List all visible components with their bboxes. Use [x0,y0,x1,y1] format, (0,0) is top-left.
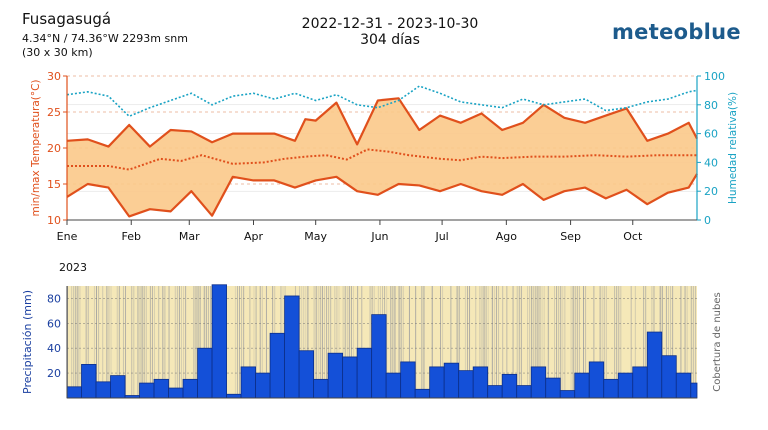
precipitation-bar [443,362,460,399]
precipitation-tick-label: 80 [47,292,61,305]
temperature-tick-label: 15 [47,178,61,191]
humidity-tick-label: 100 [704,70,725,83]
precipitation-bar [385,372,402,399]
day-count: 304 días [360,32,420,48]
humidity-tick-label: 20 [704,185,718,198]
meteoblue-logo: meteoblue [612,20,741,44]
temperature-tick-label: 30 [47,70,61,83]
precipitation-bar [95,381,111,399]
precipitation-bar [487,385,503,399]
precipitation-bar [226,393,242,399]
precipitation-bar [617,372,634,399]
precipitation-bar [81,363,97,399]
humidity-tick-label: 60 [704,128,718,141]
temperature-range-band [67,98,697,217]
humidity-tick-label: 0 [704,214,711,227]
humidity-axis-title: Humedad relativa(%) [727,92,739,204]
month-label: Feb [122,230,141,243]
temperature-axis-title: min/max Temperatura(°C) [30,79,42,216]
precipitation-bar [153,378,169,399]
year-label: 2023 [59,261,87,274]
precipitation-bar [646,331,663,399]
month-label: Ago [496,230,518,243]
precipitation-bar [661,355,677,399]
month-label: Ene [57,230,78,243]
precipitation-bar [472,366,489,399]
min-temperature-line [66,173,698,218]
precipitation-tick-label: 40 [47,342,61,355]
precipitation-axis-title: Precipitación (mm) [21,290,34,394]
temperature-tick-label: 10 [47,214,61,227]
precipitation-bar [284,295,300,399]
precipitation-bar [139,382,155,399]
precipitation-bar [313,378,329,399]
month-label: Mar [179,230,200,243]
precipitation-bar [66,386,82,399]
precipitation-bar [458,370,474,399]
temperature-humidity-chart: 10 15 20 25 30 0 20 40 60 80 100 min/max Temperatur… [30,70,739,274]
precipitation-bar [269,332,285,399]
precipitation-bar [574,372,590,399]
precipitation-tick-label: 60 [47,317,61,330]
month-label: Jul [434,230,448,243]
temperature-tick-label: 25 [47,106,61,119]
max-temperature-line [66,97,698,148]
precipitation-bar [603,378,619,399]
precipitation-bar [530,366,547,399]
humidity-tick-label: 80 [704,99,718,112]
cloud-cover-axis-title: Cobertura de nubes [712,292,723,391]
precipitation-bar [675,372,692,399]
precipitation-bar [429,366,445,399]
precipitation-bar [182,378,198,399]
humidity-tick-label: 40 [704,156,718,169]
mean-temperature-line [67,148,697,171]
precipitation-bar [559,390,576,399]
month-label: Apr [244,230,264,243]
precipitation-bar [211,284,227,399]
precipitation-bar [240,366,256,399]
temperature-tick-label: 20 [47,142,61,155]
precipitation-bar [400,361,416,399]
precipitation-bar [298,350,315,399]
precipitation-bar [356,347,373,399]
precipitation-bar [255,372,271,399]
precipitation-bar [516,385,532,399]
date-range: 2022-12-31 - 2023-10-30 [301,16,479,32]
month-label: May [304,230,327,243]
precipitation-bar [632,366,648,399]
location-coordinates: 4.34°N / 74.36°W 2293m snm [22,32,188,45]
precipitation-bar [168,387,184,399]
precipitation-bar [110,375,126,399]
precipitation-bar [371,314,387,399]
precipitation-bar [501,373,518,399]
precipitation-bar [690,382,698,399]
precipitation-bar [197,347,213,399]
precipitation-tick-label: 20 [47,367,61,380]
month-label: Jun [370,230,388,243]
precipitation-bar [327,352,344,399]
precipitation-bar [588,361,605,399]
precipitation-bar [545,377,561,399]
month-label: Sep [560,230,581,243]
location-name: Fusagasugá [22,10,112,28]
grid-resolution: (30 x 30 km) [22,46,93,59]
humidity-line [66,85,698,118]
precipitation-bar [414,388,431,399]
precipitation-bar [342,356,358,399]
month-label: Oct [623,230,643,243]
precipitation-cloud-chart: 20 40 60 80 Precipitación (mm) Cobertura de n… [21,284,723,399]
